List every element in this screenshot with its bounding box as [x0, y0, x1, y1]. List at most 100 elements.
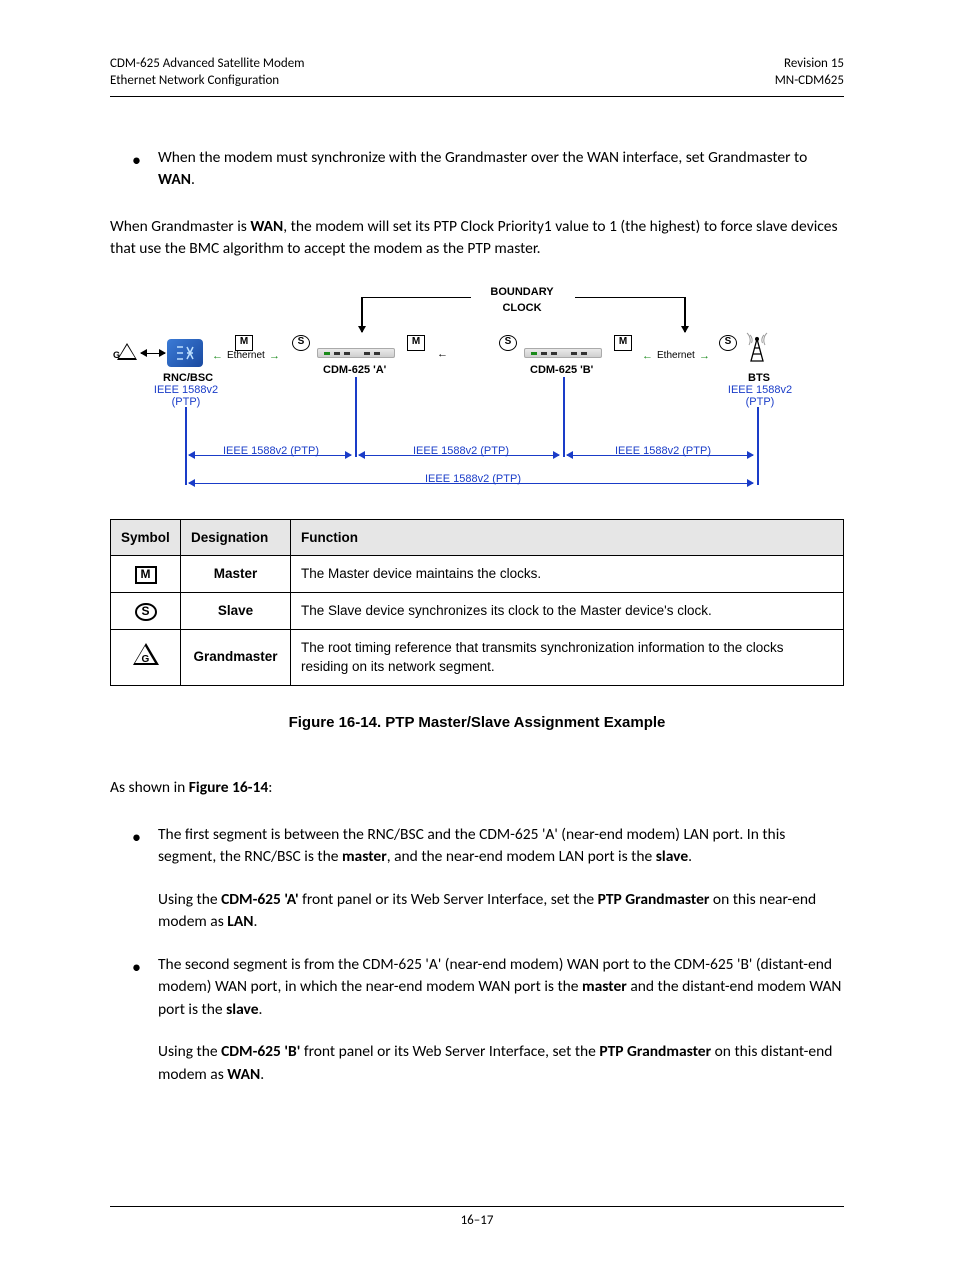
text: M	[619, 335, 627, 350]
table-row: S Slave The Slave device synchronizes it…	[111, 592, 844, 629]
text: S	[505, 335, 512, 350]
bold-text: WAN	[250, 217, 283, 236]
boundary-clock-label: BOUNDARY CLOCK	[472, 285, 572, 317]
line	[355, 377, 357, 457]
arrow-left: ←	[437, 347, 448, 363]
cell-symbol: G	[111, 629, 181, 685]
bullet-list-1: When the modem must synchronize with the…	[110, 147, 844, 192]
header-right: Revision 15 MN-CDM625	[775, 56, 844, 90]
header-subtitle: Ethernet Network Configuration	[110, 73, 305, 90]
text: When Grandmaster is	[110, 217, 250, 236]
ieee-inline-label: IEEE 1588v2 (PTP)	[223, 444, 319, 460]
master-symbol-icon: M	[135, 566, 157, 584]
bullet-item: The first segment is between the RNC/BSC…	[158, 824, 844, 934]
text: .	[688, 847, 692, 866]
text: G	[142, 653, 150, 668]
figure-caption: Figure 16-14. PTP Master/Slave Assignmen…	[110, 712, 844, 734]
cell-symbol: M	[111, 556, 181, 593]
cdm-b-label: CDM-625 'B'	[530, 363, 593, 379]
col-symbol: Symbol	[111, 519, 181, 556]
bold-text: master	[342, 847, 387, 866]
bold-text: slave	[226, 1000, 258, 1019]
ethernet-label: Ethernet	[657, 349, 695, 364]
ptp-diagram: BOUNDARY CLOCK G M ← Ethernet →	[117, 285, 837, 495]
master-symbol: M	[407, 335, 425, 351]
slave-symbol: S	[719, 335, 737, 351]
arrow-down	[361, 297, 363, 332]
ethernet-arrow: →	[699, 349, 710, 365]
ieee-inline-label: IEEE 1588v2 (PTP)	[425, 472, 521, 488]
bold-text: WAN	[158, 170, 191, 189]
ethernet-label: Ethernet	[227, 349, 265, 364]
double-arrow	[141, 353, 165, 355]
line	[185, 407, 187, 485]
rnc-bsc-icon	[167, 339, 203, 367]
text: BOUNDARY	[472, 285, 572, 301]
bold-text: slave	[656, 847, 688, 866]
col-designation: Designation	[181, 519, 291, 556]
page: CDM-625 Advanced Satellite Modem Etherne…	[0, 0, 954, 1268]
line	[361, 297, 471, 299]
table-header-row: Symbol Designation Function	[111, 519, 844, 556]
text: front panel or its Web Server Interface,…	[300, 1042, 599, 1061]
text: As shown in	[110, 778, 189, 797]
ethernet-arrow: ←	[212, 349, 223, 365]
bullet-item: The second segment is from the CDM-625 '…	[158, 954, 844, 1086]
header-docnum: MN-CDM625	[775, 73, 844, 90]
table-row: M Master The Master device maintains the…	[111, 556, 844, 593]
cell-designation: Grandmaster	[181, 629, 291, 685]
header-left: CDM-625 Advanced Satellite Modem Etherne…	[110, 56, 305, 90]
ethernet-arrow: →	[269, 349, 280, 365]
text: front panel or its Web Server Interface,…	[299, 890, 598, 909]
header-title: CDM-625 Advanced Satellite Modem	[110, 56, 305, 73]
slave-symbol: S	[499, 335, 517, 351]
text: .	[191, 170, 195, 189]
bold-text: PTP Grandmaster	[598, 890, 710, 909]
grandmaster-symbol: G	[117, 343, 137, 360]
line	[575, 297, 685, 299]
bullet-list-2: The first segment is between the RNC/BSC…	[110, 824, 844, 1086]
modem-b-icon	[524, 348, 602, 358]
body-content: When the modem must synchronize with the…	[110, 147, 844, 1086]
bold-text: WAN	[227, 1065, 260, 1084]
cell-function: The Slave device synchronizes its clock …	[291, 592, 844, 629]
slave-symbol-icon: S	[135, 603, 157, 621]
ptp-label: (PTP)	[727, 395, 793, 411]
bullet-item: When the modem must synchronize with the…	[158, 147, 844, 192]
text: .	[253, 912, 257, 931]
col-function: Function	[291, 519, 844, 556]
bold-text: CDM-625 'A'	[221, 890, 299, 909]
cell-designation: Slave	[181, 592, 291, 629]
master-symbol: M	[614, 335, 632, 351]
text: When the modem must synchronize with the…	[158, 148, 807, 167]
paragraph: As shown in Figure 16-14:	[110, 777, 844, 799]
text: .	[259, 1000, 263, 1019]
text: .	[260, 1065, 264, 1084]
text: M	[141, 566, 151, 583]
sub-paragraph: Using the CDM-625 'B' front panel or its…	[158, 1041, 844, 1086]
line	[563, 377, 565, 457]
symbol-table: Symbol Designation Function M Master The…	[110, 519, 844, 686]
text: :	[268, 778, 272, 797]
slave-symbol: S	[292, 335, 310, 351]
bold-text: CDM-625 'B'	[221, 1042, 300, 1061]
line	[757, 407, 759, 485]
cell-symbol: S	[111, 592, 181, 629]
page-header: CDM-625 Advanced Satellite Modem Etherne…	[110, 56, 844, 97]
bold-text: LAN	[227, 912, 253, 931]
text: S	[298, 335, 305, 350]
cell-function: The root timing reference that transmits…	[291, 629, 844, 685]
ieee-inline-label: IEEE 1588v2 (PTP)	[615, 444, 711, 460]
text: S	[141, 603, 149, 620]
bold-text: master	[582, 977, 627, 996]
arrow-down	[684, 297, 686, 332]
bold-text: PTP Grandmaster	[599, 1042, 711, 1061]
text: Using the	[158, 890, 221, 909]
text: G	[113, 349, 120, 362]
ieee-inline-label: IEEE 1588v2 (PTP)	[413, 444, 509, 460]
text: M	[412, 335, 420, 350]
paragraph: When Grandmaster is WAN, the modem will …	[110, 216, 844, 261]
bts-icon	[745, 327, 769, 359]
text: S	[725, 335, 732, 350]
page-number: 16–17	[461, 1213, 494, 1228]
